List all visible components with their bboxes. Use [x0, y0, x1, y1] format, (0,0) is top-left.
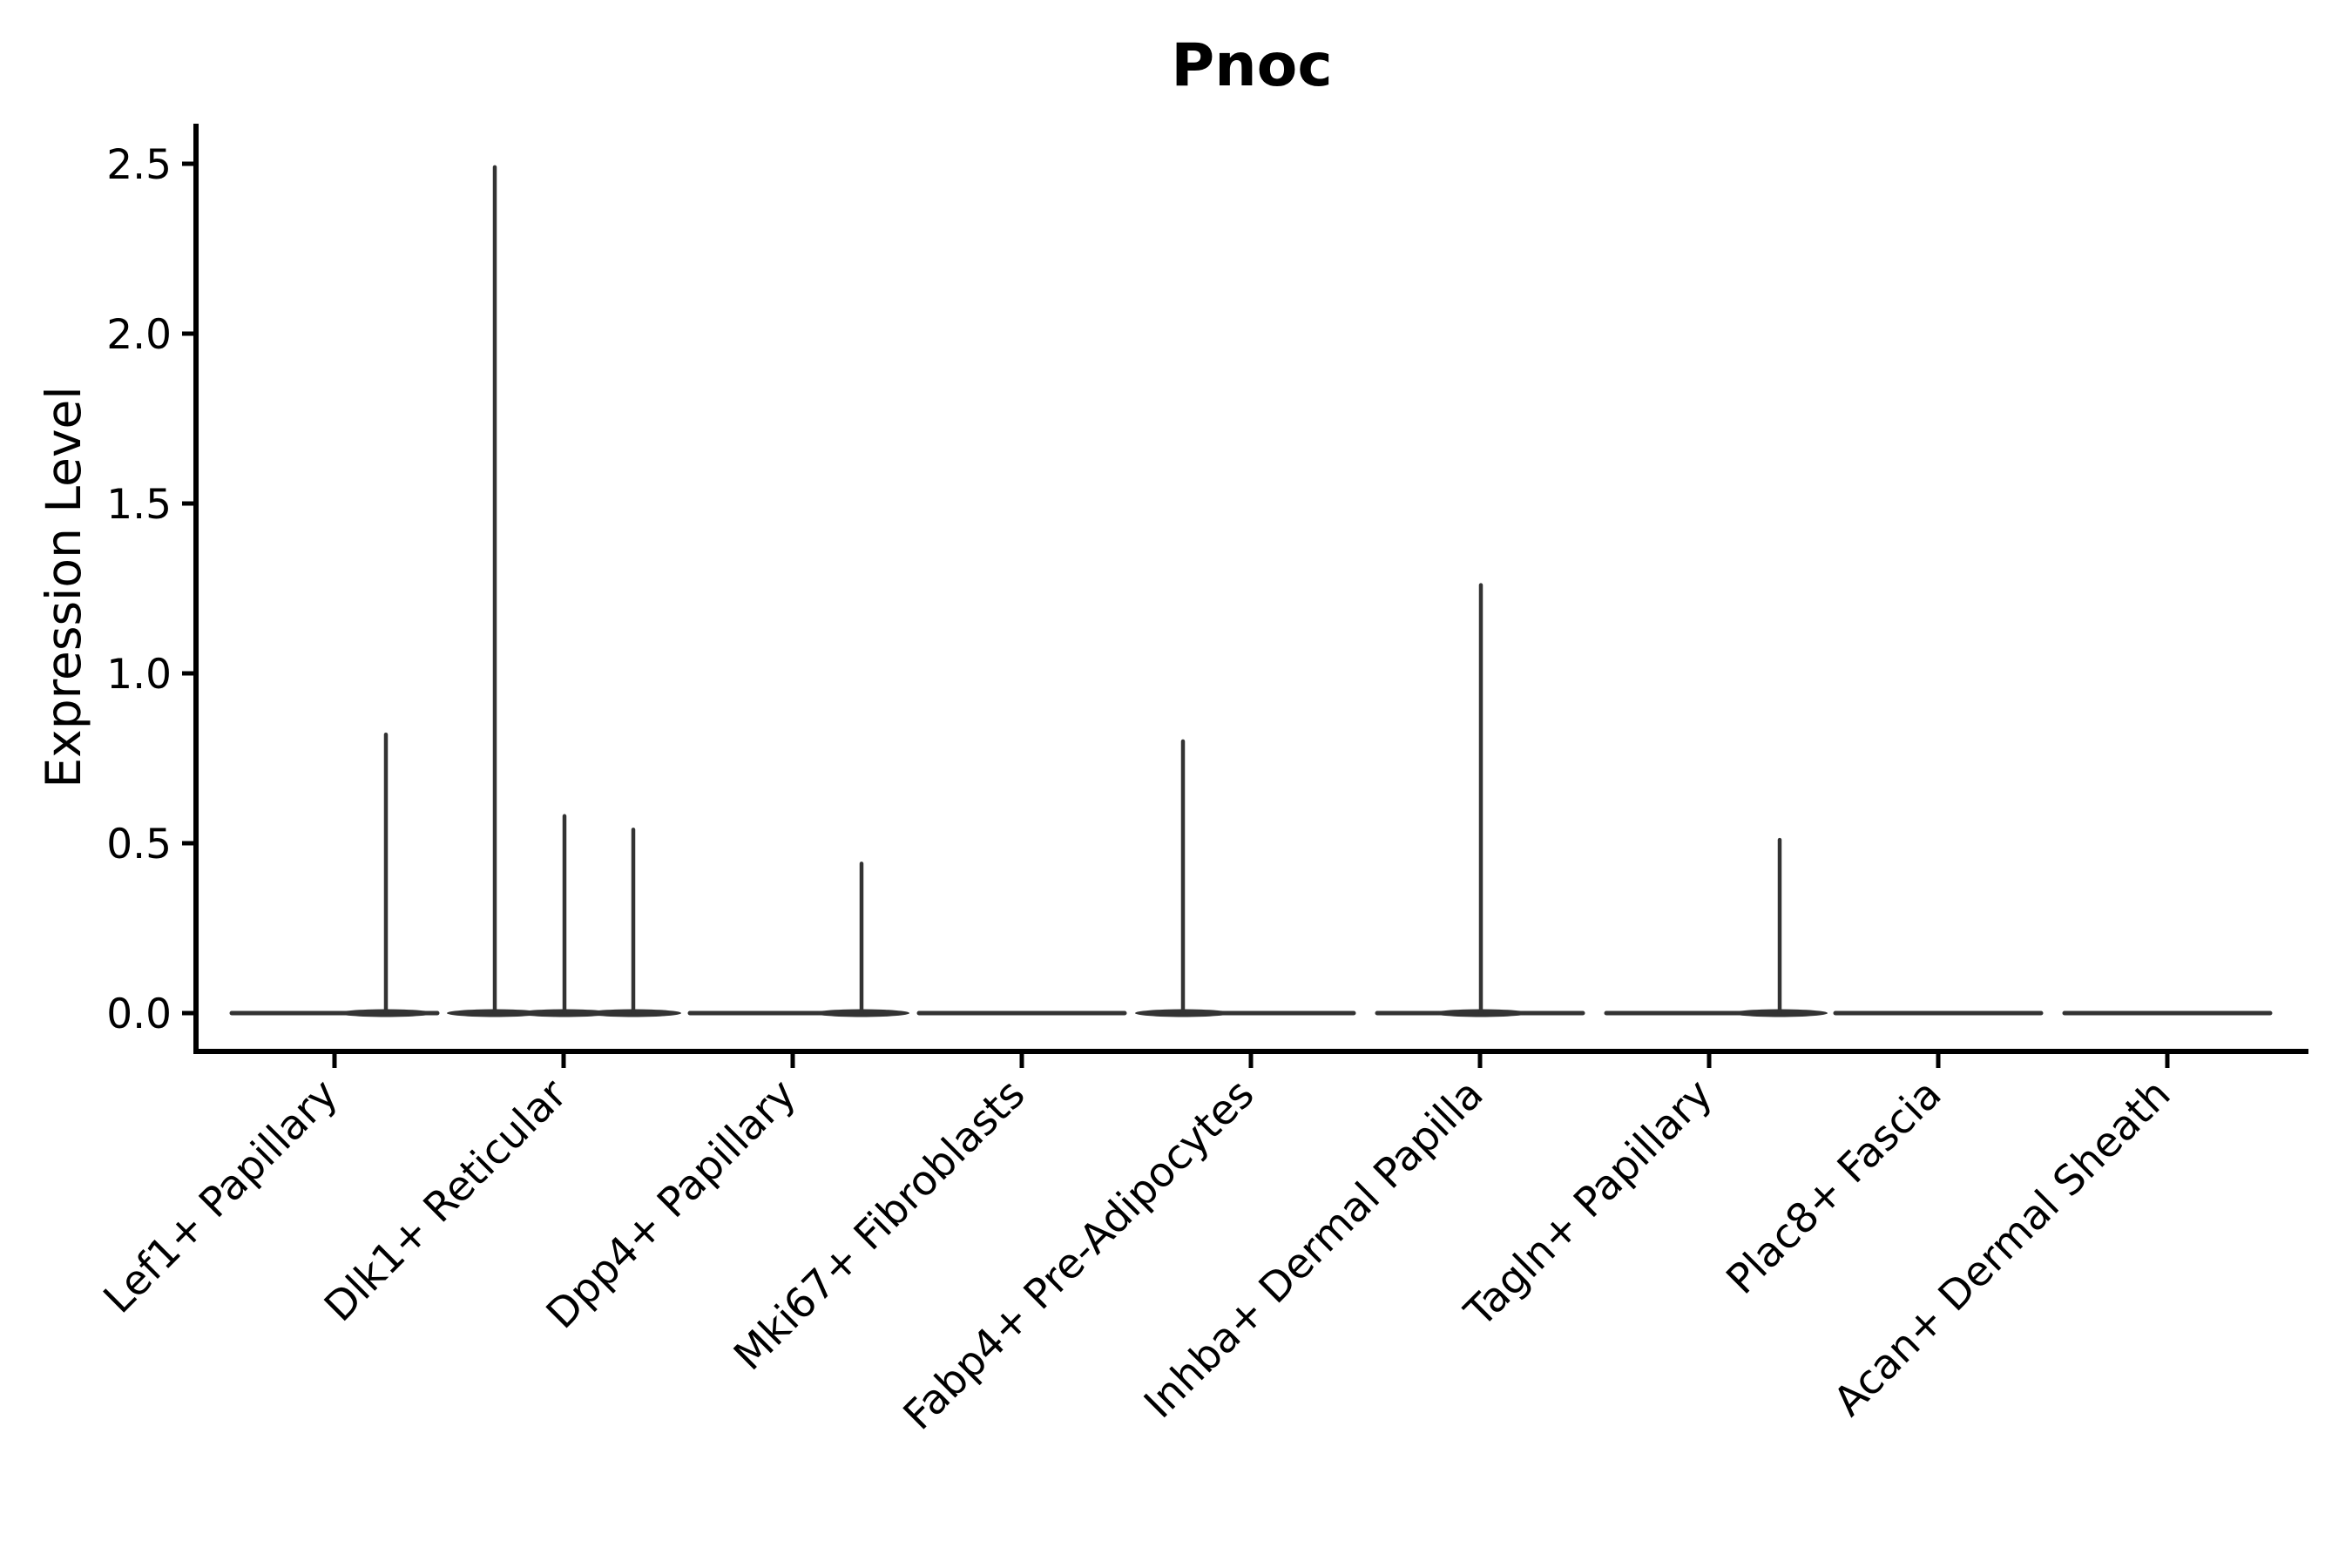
y-tick-label: 0.5 — [106, 821, 172, 868]
x-tick-label: Plac8+ Fascia — [1718, 1071, 1951, 1304]
chart-title: Pnoc — [1171, 31, 1332, 100]
x-tick-label: Dlk1+ Reticular — [315, 1070, 577, 1331]
y-axis-label: Expression Level — [36, 386, 91, 787]
y-tick-label: 2.0 — [106, 311, 172, 359]
x-tick-label: Dpp4+ Papillary — [537, 1071, 806, 1339]
y-tick-label: 0.0 — [106, 990, 172, 1038]
y-tick-label: 1.5 — [106, 481, 172, 529]
y-tick-label: 1.0 — [106, 651, 172, 699]
y-tick-label: 2.5 — [106, 141, 172, 189]
x-tick-label: Tagln+ Papillary — [1456, 1071, 1722, 1337]
x-tick-label: Lef1+ Papillary — [95, 1071, 348, 1323]
